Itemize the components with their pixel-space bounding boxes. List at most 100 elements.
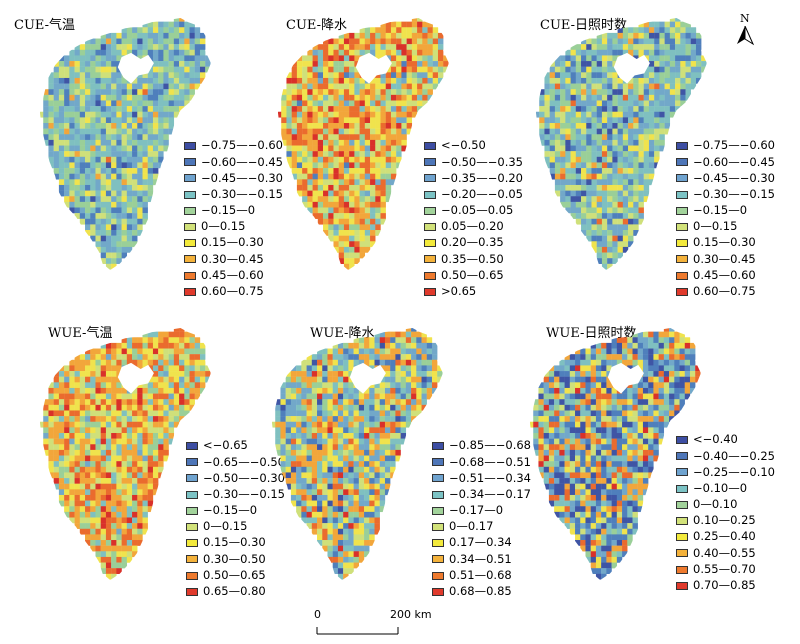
legend-swatch <box>186 458 198 467</box>
map-raster-wue-precipitation <box>271 328 443 580</box>
legend-item: −0.35—−0.20 <box>424 170 523 186</box>
legend-item: −0.75—−0.60 <box>676 138 775 154</box>
legend-label: <−0.50 <box>441 138 486 153</box>
legend-label: −0.45—−0.30 <box>201 170 283 185</box>
lake-area <box>355 52 392 84</box>
legend-swatch <box>186 442 198 451</box>
legend-item: −0.15—0 <box>184 203 283 219</box>
legend-label: 0.30—0.45 <box>201 251 264 266</box>
legend-item: −0.15—0 <box>676 203 775 219</box>
legend-item: 0.17—0.34 <box>432 535 531 551</box>
legend-item: 0.70—0.85 <box>676 578 775 594</box>
legend-swatch <box>676 255 688 264</box>
legend-label: −0.60—−0.45 <box>201 154 283 169</box>
legend-swatch <box>186 555 198 564</box>
panel-title-cue-temperature: CUE-气温 <box>14 18 76 33</box>
legend-item: 0.35—0.50 <box>424 251 523 267</box>
legend-label: −0.20—−0.05 <box>441 186 523 201</box>
legend-swatch <box>676 287 688 296</box>
legend-swatch <box>676 142 688 151</box>
legend-item: −0.75—−0.60 <box>184 138 283 154</box>
legend-swatch <box>184 271 196 280</box>
legend-item: −0.40—−0.25 <box>676 448 775 464</box>
legend-label: <−0.65 <box>203 438 248 453</box>
legend-item: 0.51—0.68 <box>432 568 531 584</box>
legend-label: 0.10—0.25 <box>693 513 756 528</box>
legend-label: 0.30—0.50 <box>203 551 266 566</box>
legend-label: 0.35—0.50 <box>441 251 504 266</box>
panel-title-cue-sunshine: CUE-日照时数 <box>540 18 628 33</box>
map-raster-wue-temperature <box>39 328 211 580</box>
legend-swatch <box>676 500 688 509</box>
legend-label: 0.45—0.60 <box>201 267 264 282</box>
legend-swatch <box>424 158 436 167</box>
scale-bar: 0 200 km <box>312 606 452 642</box>
legend-swatch <box>186 506 198 515</box>
north-label: N <box>740 12 750 25</box>
legend-label: 0.70—0.85 <box>693 578 756 593</box>
legend-label: 0.50—0.65 <box>203 567 266 582</box>
legend-swatch <box>184 287 196 296</box>
scale-bar-line <box>316 627 399 635</box>
legend-swatch <box>424 190 436 199</box>
legend-swatch <box>424 239 436 248</box>
legend-label: −0.35—−0.20 <box>441 170 523 185</box>
map-wue-temperature <box>39 328 211 580</box>
legend-label: 0—0.15 <box>693 219 738 234</box>
lake-area <box>117 362 154 394</box>
legend-label: −0.51—−0.34 <box>449 470 531 485</box>
legend-item: >0.65 <box>424 284 523 300</box>
legend-item: −0.45—−0.30 <box>184 170 283 186</box>
legend-item: 0.15—0.30 <box>184 235 283 251</box>
legend-swatch <box>184 255 196 264</box>
legend-item: −0.51—−0.34 <box>432 470 531 486</box>
legend-swatch <box>432 458 444 467</box>
legend-item: −0.30—−0.15 <box>184 187 283 203</box>
legend-swatch <box>184 223 196 232</box>
legend-item: 0.68—0.85 <box>432 584 531 600</box>
legend-swatch <box>432 523 444 532</box>
legend-label: 0—0.10 <box>693 497 738 512</box>
legend-swatch <box>184 206 196 215</box>
legend-item: −0.60—−0.45 <box>676 154 775 170</box>
legend-label: −0.75—−0.60 <box>693 138 775 153</box>
scale-start-label: 0 <box>314 608 321 621</box>
legend-item: 0.45—0.60 <box>676 268 775 284</box>
legend-swatch <box>186 490 198 499</box>
map-cue-precipitation <box>277 18 449 270</box>
legend-item: −0.25—−0.10 <box>676 464 775 480</box>
legend-item: −0.60—−0.45 <box>184 154 283 170</box>
legend-item: 0.15—0.30 <box>186 535 285 551</box>
legend-swatch <box>432 539 444 548</box>
legend-item: 0.50—0.65 <box>424 268 523 284</box>
legend-swatch <box>424 206 436 215</box>
map-wue-precipitation <box>271 328 443 580</box>
legend-item: 0.25—0.40 <box>676 529 775 545</box>
legend-label: 0.17—0.34 <box>449 535 512 550</box>
legend-label: −0.45—−0.30 <box>693 170 775 185</box>
legend-swatch <box>424 271 436 280</box>
legend-item: −0.05—0.05 <box>424 203 523 219</box>
legend-label: 0.15—0.30 <box>693 235 756 250</box>
legend-swatch <box>432 506 444 515</box>
legend-item: 0—0.17 <box>432 519 531 535</box>
legend-swatch <box>676 190 688 199</box>
legend-label: 0.68—0.85 <box>449 584 512 599</box>
legend-label: −0.30—−0.15 <box>693 186 775 201</box>
legend-wue-precipitation: −0.85—−0.68 −0.68—−0.51 −0.51—−0.34 −0.34—−… <box>432 438 531 600</box>
lake-area <box>607 362 644 394</box>
panel-title-wue-temperature: WUE-气温 <box>48 326 113 341</box>
legend-swatch <box>184 158 196 167</box>
legend-wue-sunshine: <−0.40 −0.40—−0.25 −0.25—−0.10 −0.10—0 0—0.1… <box>676 432 775 594</box>
legend-wue-temperature: <−0.65 −0.65—−0.50 −0.50—−0.30 −0.30—−0.15 −… <box>186 438 285 600</box>
legend-item: −0.30—−0.15 <box>676 187 775 203</box>
legend-swatch <box>186 587 198 596</box>
legend-swatch <box>432 571 444 580</box>
legend-item: 0—0.15 <box>186 519 285 535</box>
legend-item: 0.45—0.60 <box>184 268 283 284</box>
legend-item: 0—0.15 <box>184 219 283 235</box>
legend-item: 0.05—0.20 <box>424 219 523 235</box>
legend-item: −0.10—0 <box>676 481 775 497</box>
legend-swatch <box>676 223 688 232</box>
legend-label: −0.50—−0.35 <box>441 154 523 169</box>
